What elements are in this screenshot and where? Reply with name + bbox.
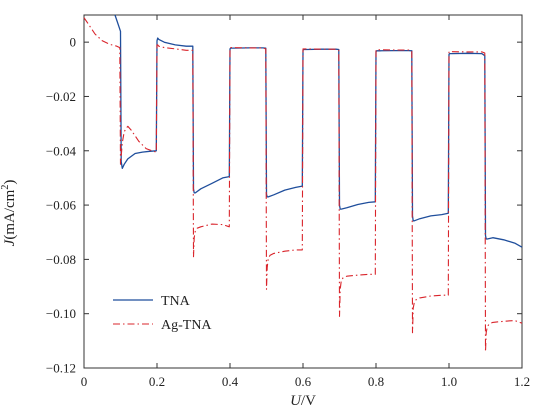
x-tick-label: 0.4 [222,374,239,389]
y-tick-label: −0.10 [46,306,76,321]
legend: TNA Ag-TNA [113,294,212,333]
x-tick-label: 0.6 [295,374,312,389]
y-tick-label: −0.12 [46,361,76,376]
x-axis-title: U/V [290,393,316,409]
series-line-ag-tna [83,17,523,353]
legend-label-ag-tna: Ag-TNA [161,318,212,333]
y-tick-label: 0 [70,35,77,50]
ticks: 0 0.2 0.4 0.6 0.8 1.0 1.2 0 −0.02 −0.04 −0.06 −0.08… [46,15,530,389]
y-tick-label: −0.02 [46,89,76,104]
x-tick-label: 0.8 [368,374,384,389]
legend-label-tna: TNA [161,294,191,309]
y-tick-label: −0.08 [46,252,76,267]
y-tick-label: −0.04 [46,143,77,158]
series-lines [83,14,523,353]
y-tick-label: −0.06 [46,198,77,213]
x-tick-label: 1.0 [441,374,457,389]
y-axis-title: J(mA/cm2) [0,180,18,247]
x-tick-label: 0 [81,374,88,389]
x-tick-label: 1.2 [514,374,530,389]
series-line-tna [114,14,523,248]
x-tick-label: 0.2 [149,374,165,389]
